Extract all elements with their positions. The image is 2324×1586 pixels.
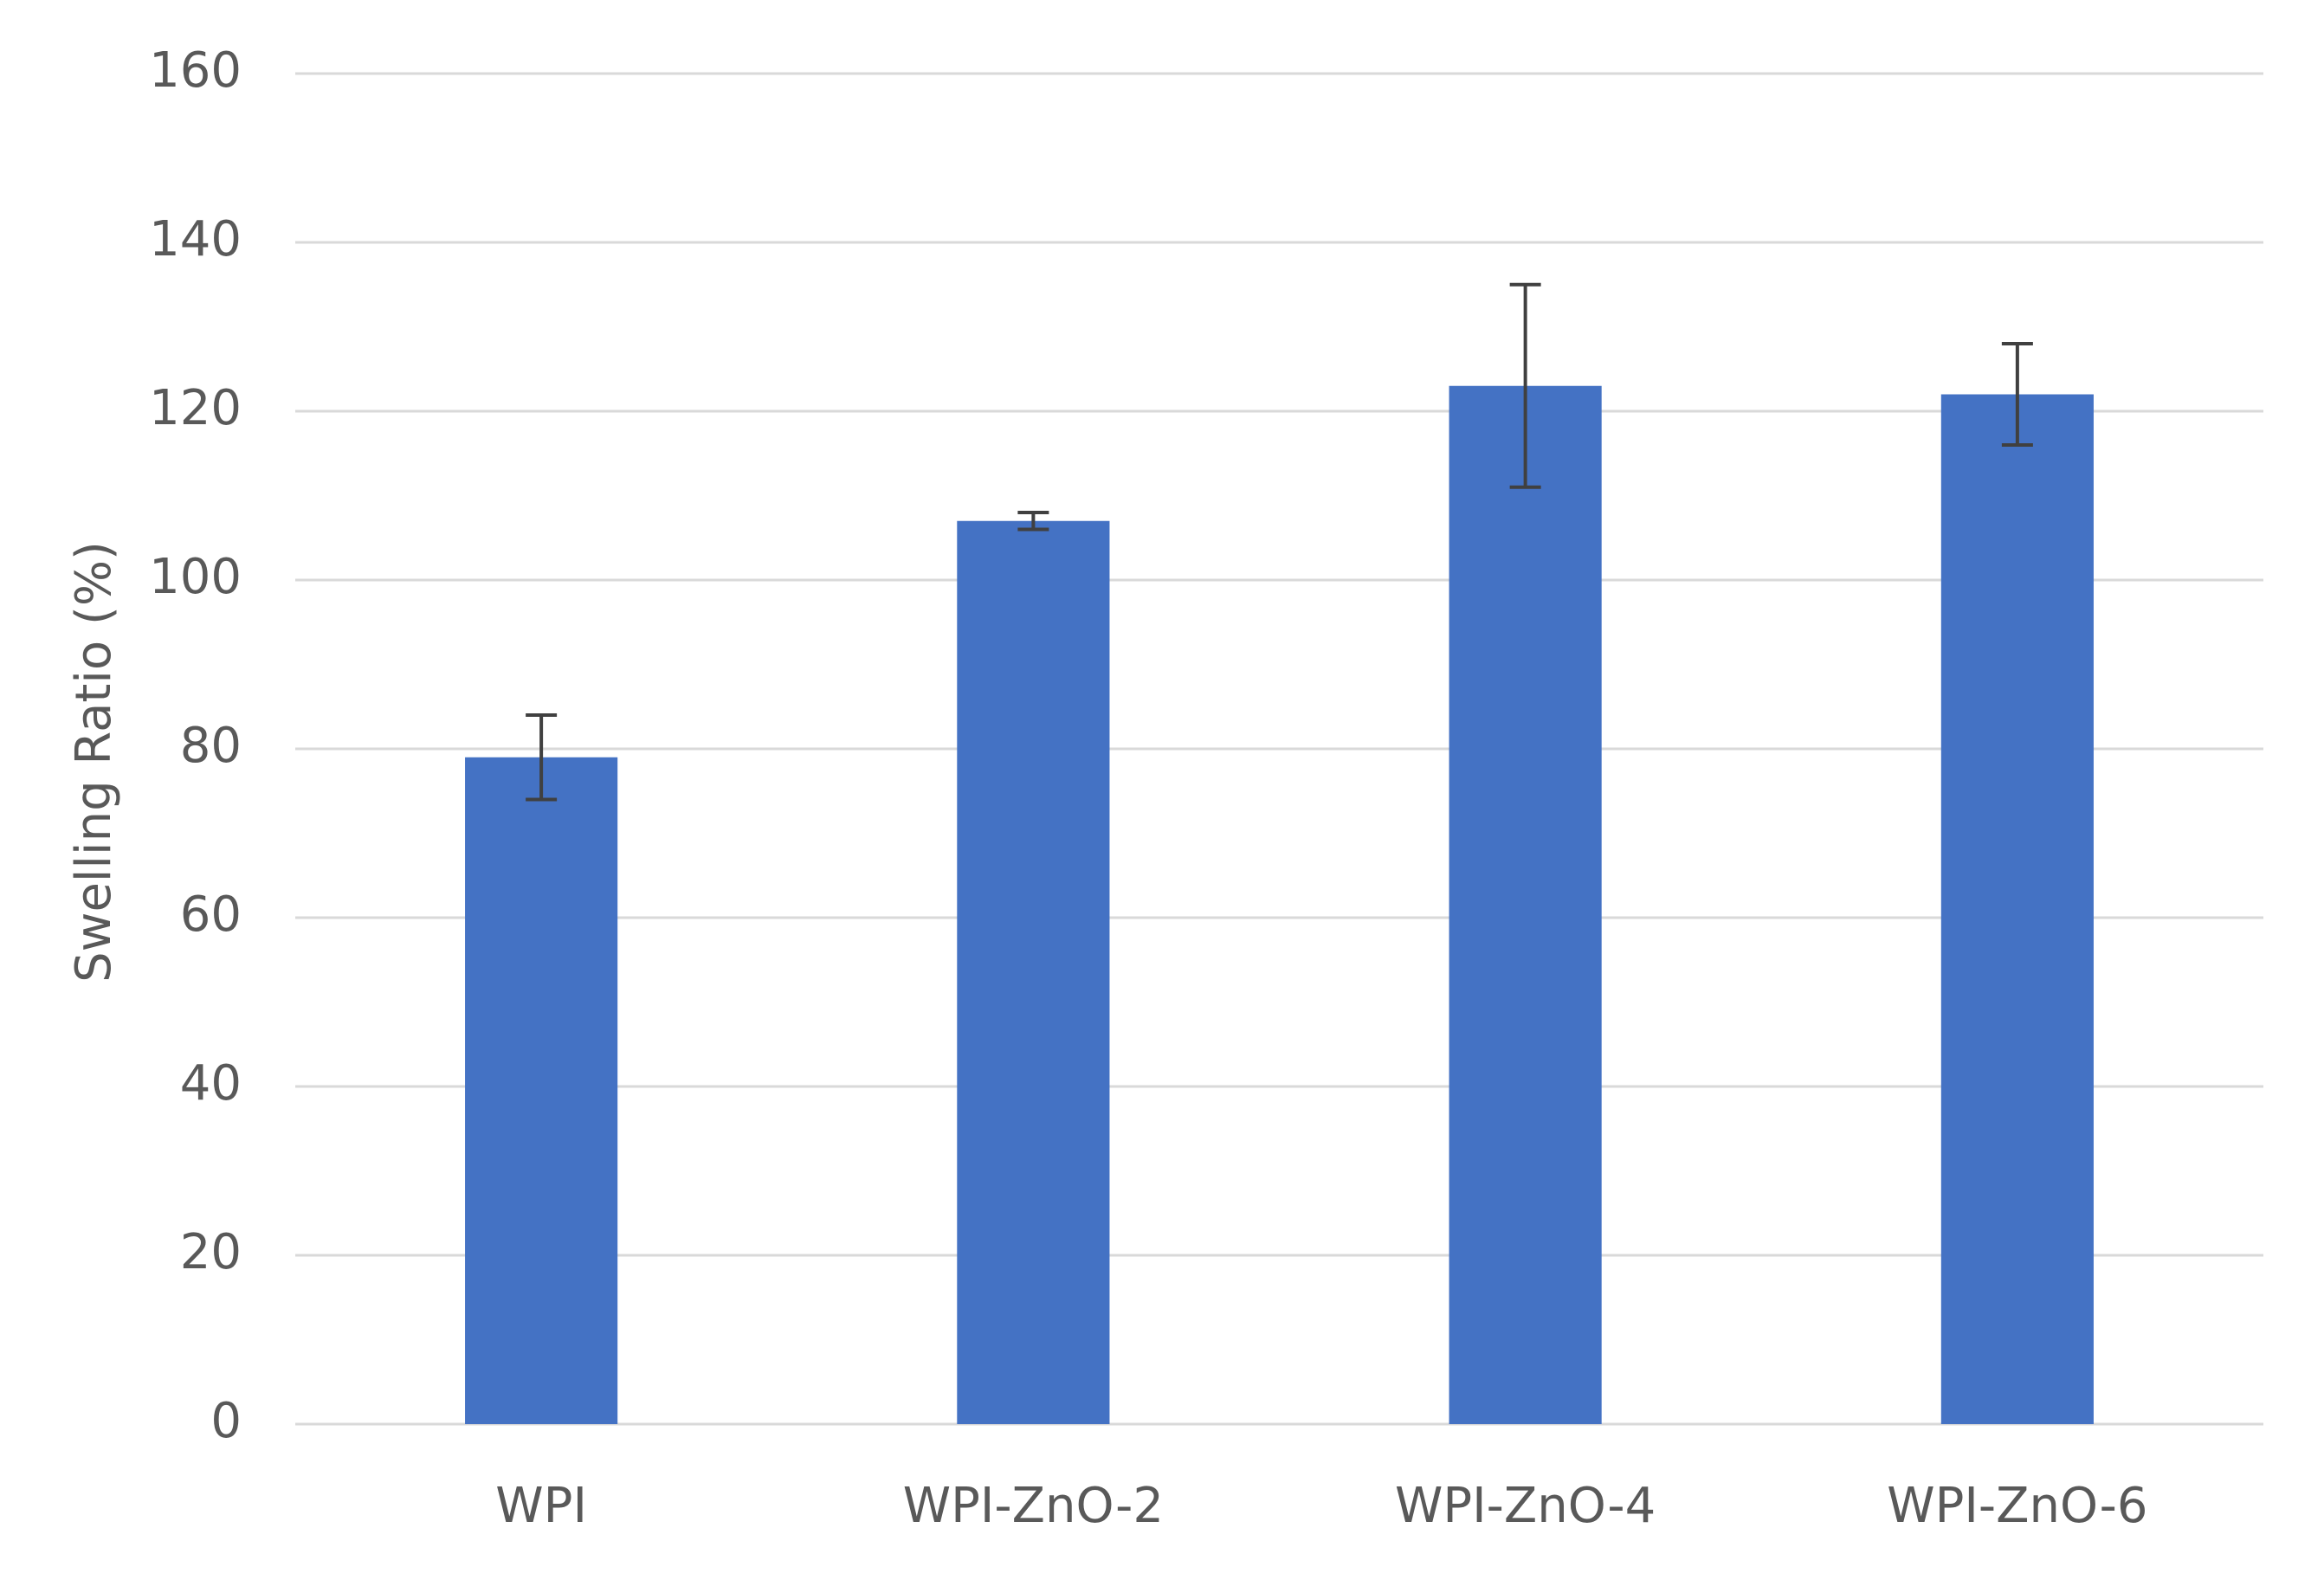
y-axis-title: Swelling Ratio (%) bbox=[66, 541, 122, 983]
error-bar bbox=[526, 713, 558, 802]
error-bar bbox=[2001, 342, 2033, 447]
y-tick-label: 160 bbox=[149, 42, 242, 99]
x-tick-label: WPI-ZnO-4 bbox=[1395, 1478, 1656, 1534]
bar bbox=[1449, 385, 1602, 1424]
y-tick-label: 120 bbox=[149, 380, 242, 436]
y-tick-label: 20 bbox=[180, 1224, 242, 1280]
x-tick-label: WPI bbox=[495, 1478, 587, 1534]
bar bbox=[957, 520, 1110, 1424]
error-bar bbox=[1017, 511, 1049, 532]
error-bar bbox=[1509, 282, 1541, 489]
y-tick-label: 80 bbox=[180, 718, 242, 774]
x-tick-label: WPI-ZnO-2 bbox=[903, 1478, 1164, 1534]
y-tick-label: 140 bbox=[149, 211, 242, 268]
y-tick-label: 0 bbox=[210, 1393, 242, 1449]
y-tick-label: 40 bbox=[180, 1055, 242, 1112]
y-tick-label: 60 bbox=[180, 886, 242, 943]
x-tick-label: WPI-ZnO-6 bbox=[1887, 1478, 2147, 1534]
bar bbox=[465, 757, 618, 1424]
y-tick-label: 100 bbox=[149, 549, 242, 605]
bar bbox=[1940, 394, 2094, 1424]
